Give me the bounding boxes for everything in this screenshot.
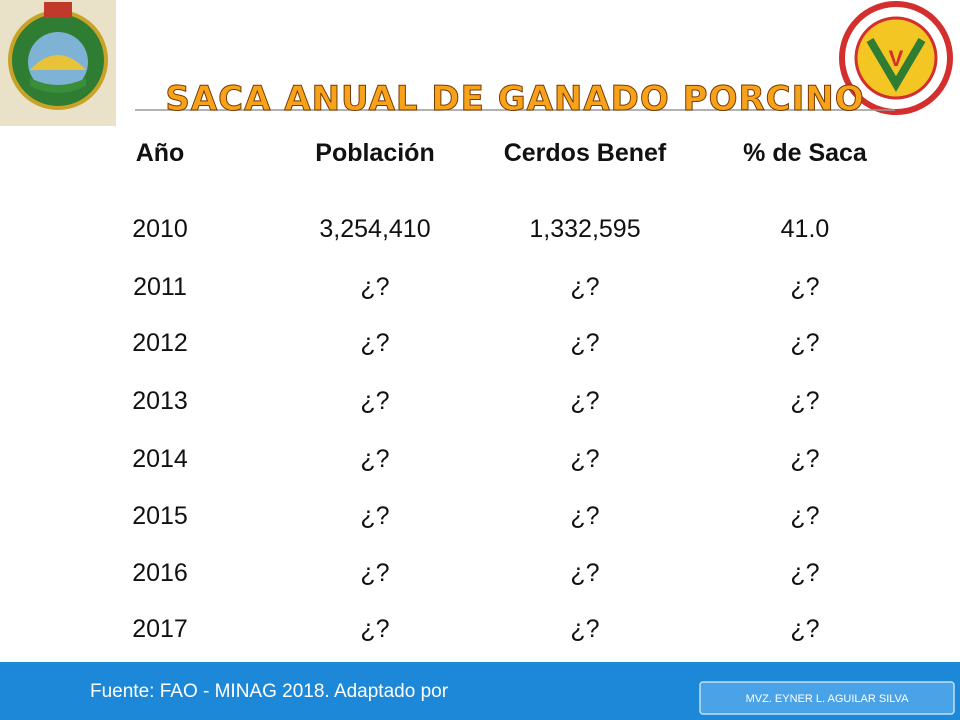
table-cell: ¿? [570,273,599,301]
table-cell: ¿? [570,502,599,530]
table-cell: ¿? [790,502,819,530]
table-cell: ¿? [360,445,389,473]
author-button [699,681,955,715]
table-cell: 2016 [132,559,188,587]
author: MVZ. EYNER L. AGUILAR SILVA [746,693,909,705]
column-header: Población [315,139,434,167]
table-cell: ¿? [570,559,599,587]
table-cell: ¿? [570,445,599,473]
table-cell: 2012 [132,329,188,357]
column-header: Año [136,139,185,167]
table-cell: ¿? [790,387,819,415]
table-cell: ¿? [790,615,819,643]
table: Año Población Cerdos Benef % de Saca 2010 3,2… [132,139,868,643]
column-header: % de Saca [743,139,868,167]
title: SACA ANUAL DE GANADO PORCINO [165,79,864,119]
table-cell: 41.0 [781,215,830,243]
table-cell: ¿? [360,387,389,415]
table-cell: ¿? [360,559,389,587]
table-cell: ¿? [360,329,389,357]
table-cell: 3,254,410 [319,215,430,243]
table-cell: 2013 [132,387,188,415]
column-header: Cerdos Benef [504,139,667,167]
table-cell: ¿? [790,329,819,357]
left-logo [0,0,116,126]
table-cell: 2011 [133,273,187,301]
table-cell: 2010 [132,215,188,243]
table-cell: ¿? [570,615,599,643]
table-cell: 2015 [132,502,188,530]
source: Fuente: FAO - MINAG 2018. Adaptado por [90,681,449,702]
table-cell: ¿? [790,273,819,301]
table-cell: ¿? [790,445,819,473]
table-cell: 2014 [132,445,188,473]
table-cell: ¿? [790,559,819,587]
table-cell: ¿? [360,502,389,530]
table-cell: 2017 [132,615,188,643]
table-cell: ¿? [570,387,599,415]
svg-text:V: V [889,46,904,71]
table-cell: ¿? [360,615,389,643]
right-logo: V [839,1,953,115]
table-cell: ¿? [570,329,599,357]
table-cell: ¿? [360,273,389,301]
table-cell: 1,332,595 [529,215,640,243]
